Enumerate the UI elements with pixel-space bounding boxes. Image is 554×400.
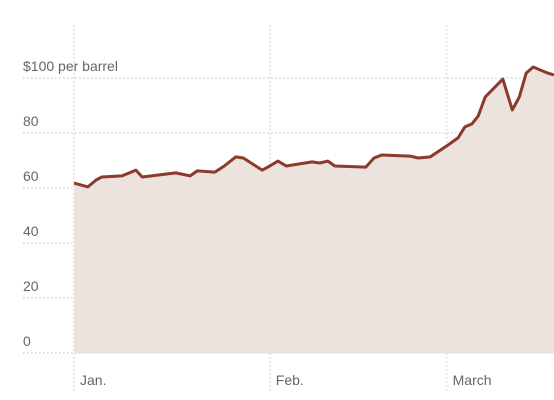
y-tick-label: 80 <box>23 113 39 129</box>
area <box>74 67 554 353</box>
line <box>73 65 554 189</box>
y-tick-label: 20 <box>23 278 39 294</box>
x-tick-label: Feb. <box>276 372 304 388</box>
x-tick-label: March <box>453 372 492 388</box>
y-tick-label: 0 <box>23 333 31 349</box>
x-tick-label: Jan. <box>80 372 106 388</box>
y-tick-label: 60 <box>23 168 39 184</box>
y-tick-label: $100 per barrel <box>23 58 118 74</box>
y-tick-label: 40 <box>23 223 39 239</box>
